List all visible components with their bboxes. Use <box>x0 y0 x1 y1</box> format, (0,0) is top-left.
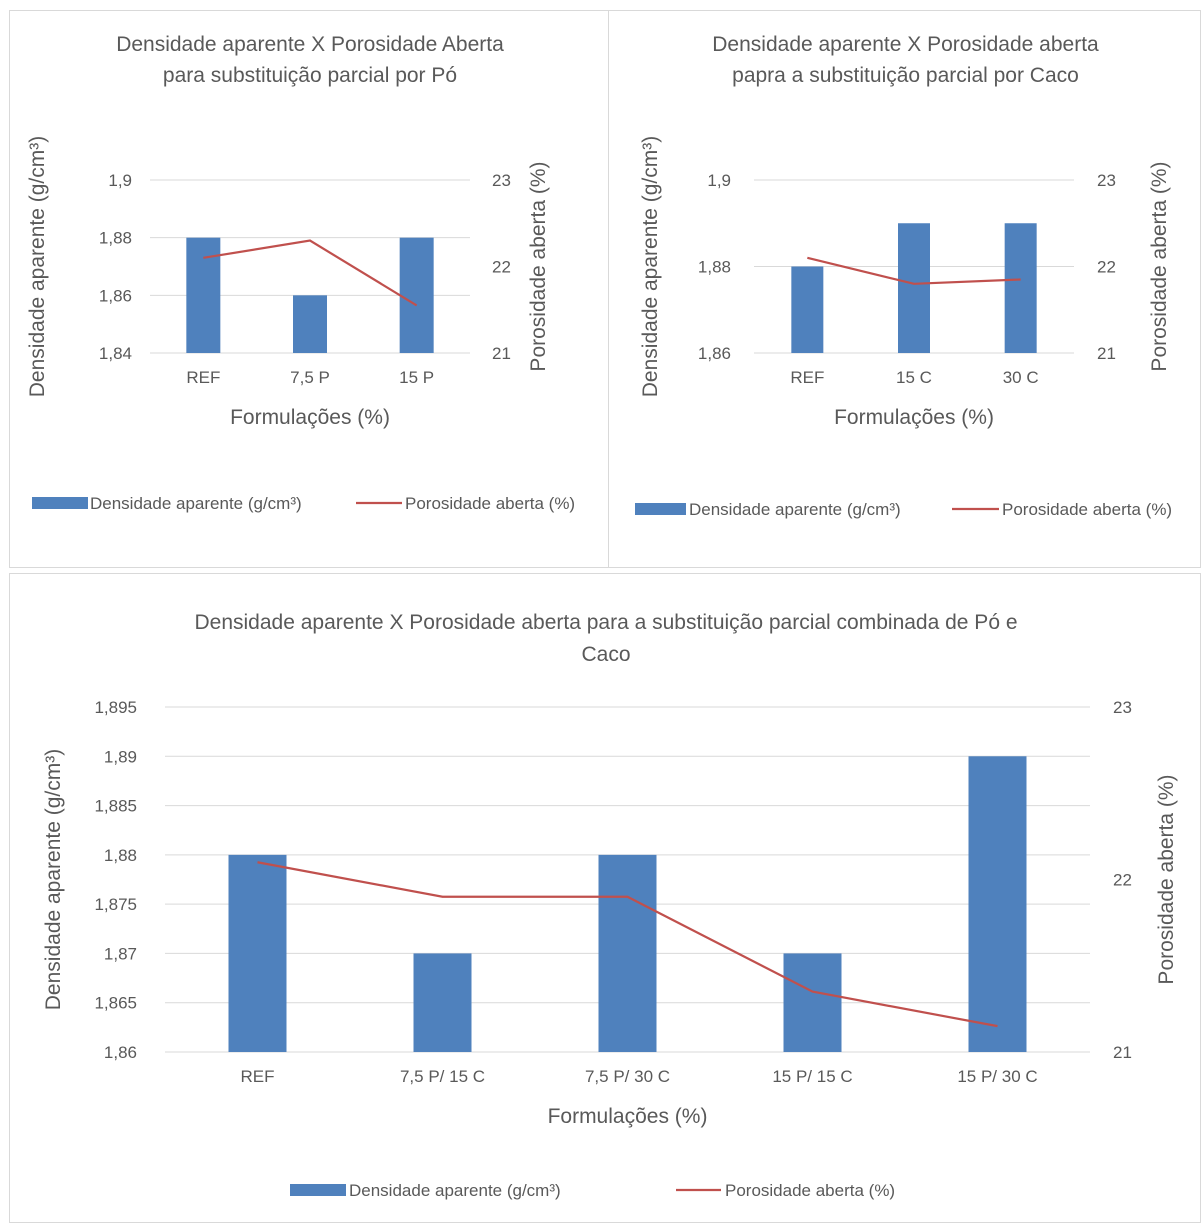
x-tick-label: 15 P/ 30 C <box>957 1067 1037 1086</box>
y-tick-label: 1,9 <box>707 171 731 190</box>
legend-bar-swatch <box>32 497 88 509</box>
x-tick-label: 7,5 P/ 30 C <box>585 1067 670 1086</box>
y-axis-title: Densidade aparente (g/cm³) <box>639 136 662 397</box>
y-tick-label: 1,88 <box>698 258 731 277</box>
x-tick-label: 15 P/ 15 C <box>772 1067 852 1086</box>
y2-axis-title: Porosidade aberta (%) <box>1155 774 1178 984</box>
legend-label-porosidade: Porosidade aberta (%) <box>405 494 575 513</box>
bar <box>783 953 842 1052</box>
legend-label-densidade: Densidade aparente (g/cm³) <box>689 500 901 519</box>
x-axis-title: Formulações (%) <box>230 406 390 429</box>
y-tick-label: 1,86 <box>104 1043 137 1062</box>
y2-axis-title: Porosidade aberta (%) <box>527 161 550 371</box>
bar <box>598 854 657 1052</box>
y-tick-label: 1,84 <box>99 344 132 363</box>
legend-label-densidade: Densidade aparente (g/cm³) <box>349 1181 561 1200</box>
chart-po: Densidade aparente X Porosidade Aberta pa… <box>26 33 575 513</box>
chart-title-line: Densidade aparente X Porosidade aberta p… <box>194 611 1017 634</box>
y2-tick-label: 23 <box>1113 698 1132 717</box>
y-tick-label: 1,89 <box>104 747 137 766</box>
y2-tick-label: 21 <box>1097 344 1116 363</box>
x-tick-label: REF <box>241 1067 275 1086</box>
y2-tick-label: 23 <box>1097 171 1116 190</box>
bar <box>293 295 327 353</box>
x-tick-label: 7,5 P <box>290 368 330 387</box>
y-tick-label: 1,865 <box>94 994 137 1013</box>
y2-axis-title: Porosidade aberta (%) <box>1148 161 1171 371</box>
y-tick-label: 1,86 <box>99 286 132 305</box>
x-axis-title: Formulações (%) <box>834 406 994 429</box>
x-tick-label: REF <box>186 368 220 387</box>
chart-caco: Densidade aparente X Porosidade aberta pa… <box>635 33 1172 519</box>
bar <box>1004 223 1037 353</box>
y-tick-label: 1,88 <box>104 846 137 865</box>
chart-combinada: Densidade aparente X Porosidade aberta p… <box>42 611 1178 1200</box>
bar <box>898 223 930 353</box>
y-tick-label: 1,86 <box>698 344 731 363</box>
porosity-line <box>807 256 1021 285</box>
chart-title-line: Densidade aparente X Porosidade Aberta <box>116 33 504 56</box>
y-tick-label: 1,875 <box>94 895 137 914</box>
x-tick-label: 15 P <box>399 368 434 387</box>
chart-title-line: Densidade aparente X Porosidade aberta <box>712 33 1099 56</box>
chart-title-line: papra a substituição parcial por Caco <box>732 64 1079 87</box>
y2-tick-label: 22 <box>1097 258 1116 277</box>
y-tick-label: 1,885 <box>94 797 137 816</box>
legend-label-porosidade: Porosidade aberta (%) <box>725 1181 895 1200</box>
x-tick-label: REF <box>790 368 824 387</box>
chart-panel-caco: Densidade aparente X Porosidade aberta pa… <box>608 10 1201 568</box>
x-tick-label: 15 C <box>896 368 932 387</box>
y2-tick-label: 22 <box>1113 871 1132 890</box>
chart-panel-combinada: Densidade aparente X Porosidade aberta p… <box>9 573 1201 1223</box>
x-tick-label: 7,5 P/ 15 C <box>400 1067 485 1086</box>
y2-tick-label: 21 <box>1113 1043 1132 1062</box>
porosity-line <box>203 239 418 307</box>
y-tick-label: 1,9 <box>108 171 132 190</box>
chart-panel-po: Densidade aparente X Porosidade Aberta pa… <box>9 10 609 568</box>
y2-tick-label: 22 <box>492 258 511 277</box>
y-tick-label: 1,88 <box>99 229 132 248</box>
y-axis-title: Densidade aparente (g/cm³) <box>42 749 65 1010</box>
legend-bar-swatch <box>635 503 686 515</box>
legend-label-densidade: Densidade aparente (g/cm³) <box>90 494 302 513</box>
bar <box>968 756 1027 1052</box>
bar <box>228 854 287 1052</box>
y-tick-label: 1,895 <box>94 698 137 717</box>
bar <box>791 266 824 353</box>
y-tick-label: 1,87 <box>104 944 137 963</box>
chart-title-line: para substituição parcial por Pó <box>163 64 457 87</box>
x-axis-title: Formulações (%) <box>548 1105 708 1128</box>
legend-bar-swatch <box>290 1184 346 1196</box>
bar <box>399 237 434 353</box>
y2-tick-label: 23 <box>492 171 511 190</box>
bar <box>413 953 472 1052</box>
y2-tick-label: 21 <box>492 344 511 363</box>
y-axis-title: Densidade aparente (g/cm³) <box>26 136 49 397</box>
chart-title-line: Caco <box>581 643 630 666</box>
porosity-line <box>257 861 998 1028</box>
legend-label-porosidade: Porosidade aberta (%) <box>1002 500 1172 519</box>
x-tick-label: 30 C <box>1003 368 1039 387</box>
